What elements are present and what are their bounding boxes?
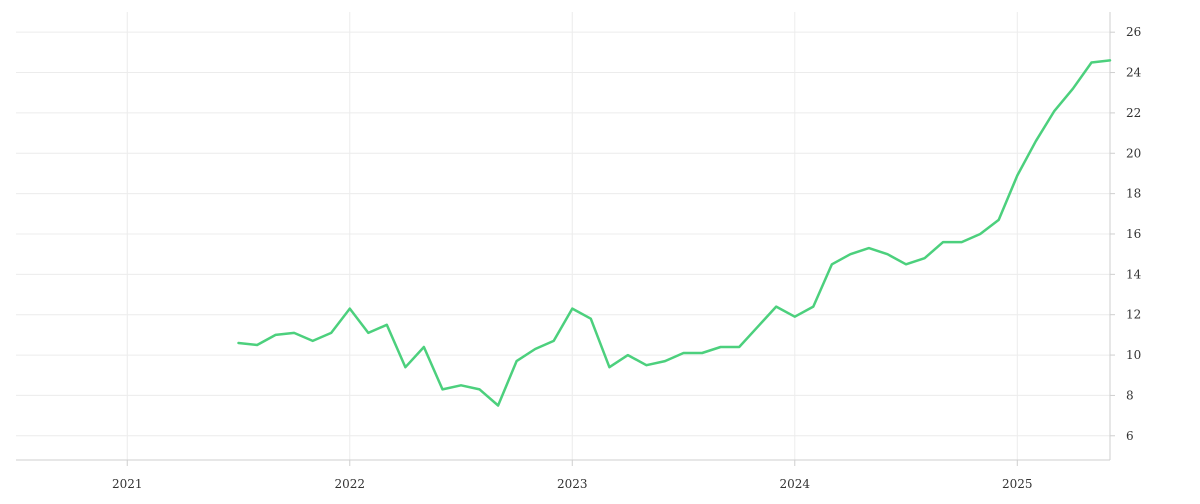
y-tick-label: 8 <box>1126 388 1134 402</box>
series-line-0 <box>237 59 1112 407</box>
grid-lines <box>16 12 1110 460</box>
x-tick-label: 2025 <box>1002 477 1033 491</box>
y-tick-label: 14 <box>1126 267 1142 281</box>
series-layer <box>237 59 1112 407</box>
x-tick-label: 2023 <box>557 477 588 491</box>
y-tick-label: 12 <box>1126 308 1141 322</box>
y-tick-label: 10 <box>1126 348 1141 362</box>
y-tick-label: 24 <box>1126 66 1142 80</box>
y-tick-label: 16 <box>1126 227 1141 241</box>
x-tick-label: 2021 <box>112 477 143 491</box>
y-tick-label: 20 <box>1126 146 1141 160</box>
y-tick-label: 22 <box>1126 106 1141 120</box>
x-tick-label: 2022 <box>334 477 365 491</box>
x-tick-label: 2024 <box>780 477 811 491</box>
axes <box>16 12 1115 466</box>
y-tick-label: 26 <box>1126 25 1141 39</box>
y-tick-label: 6 <box>1126 429 1134 443</box>
y-tick-label: 18 <box>1126 187 1141 201</box>
